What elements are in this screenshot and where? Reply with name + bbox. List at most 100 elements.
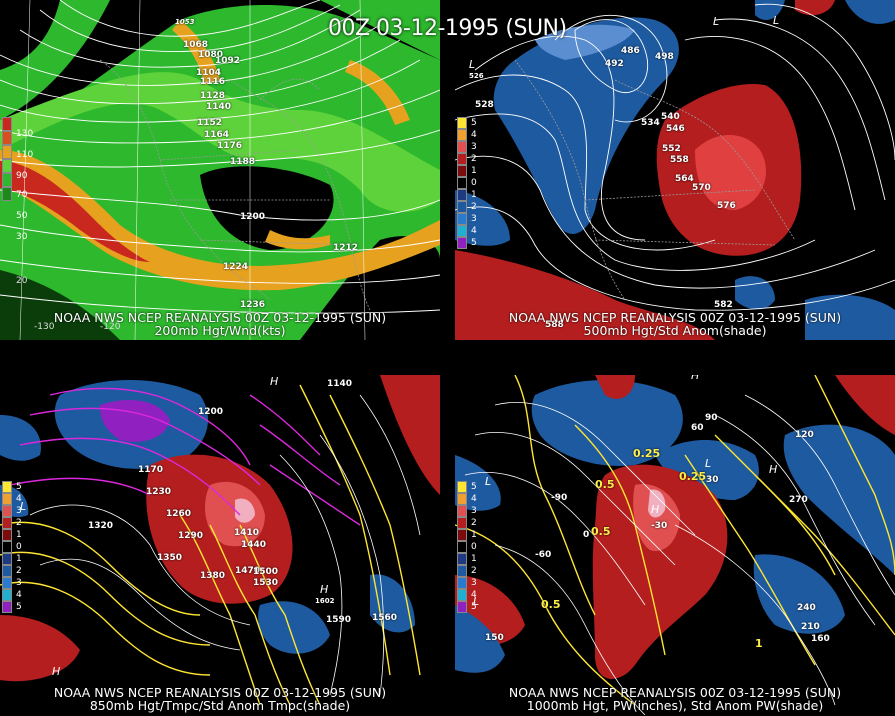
colorbar-label: 0 (471, 178, 477, 188)
contour-label: 1140 (206, 102, 232, 112)
colorbar-label: 3 (16, 578, 22, 588)
colorbar-label: 2 (471, 518, 477, 528)
panel-subcaption: 200mb Hgt/Wnd(kts) (154, 323, 286, 338)
colorbar-label: 1 (471, 530, 477, 540)
contour-label: 1170 (138, 465, 164, 475)
contour-label: 1104 (196, 68, 222, 78)
colorbar-label: 3 (471, 578, 477, 588)
contour-label: 1116 (200, 77, 226, 87)
panel-200mb: 130 110 90 70 50 30 1068 1080 1092 1104 … (0, 0, 440, 340)
contour-label: 1080 (198, 50, 224, 60)
high-marker: H (769, 463, 778, 476)
low-value-label: 526 (469, 72, 484, 80)
contour-label: 1068 (183, 40, 209, 50)
panel-1000mb: 5 4 3 2 1 0 1 2 3 4 5 180 150 120 90 60 … (455, 375, 895, 715)
high-value-label: 1602 (315, 597, 335, 605)
contour-label: 1200 (198, 407, 224, 417)
colorbar-label: 3 (471, 506, 477, 516)
panel-subcaption: 500mb Hgt/Std Anom(shade) (583, 323, 767, 338)
low-marker: L (473, 595, 480, 608)
contour-label: 1236 (240, 300, 266, 310)
colorbar-label: 3 (471, 142, 477, 152)
colorbar-label: 2 (471, 154, 477, 164)
colorbar-label: 50 (16, 211, 28, 221)
contour-label: 498 (655, 52, 674, 62)
pw-contour-label: 0.25 (633, 447, 661, 460)
panel-caption: NOAA NWS NCEP REANALYSIS 00Z 03-12-1995 … (53, 310, 387, 325)
colorbar-label: 5 (471, 482, 477, 492)
contour-label: 90 (705, 413, 718, 423)
contour-label: 120 (795, 430, 814, 440)
contour-label: 1350 (157, 553, 183, 563)
colorbar-label: 130 (16, 129, 34, 139)
contour-label: -30 (651, 521, 668, 531)
contour-label: 0 (583, 530, 590, 540)
contour-label: 1260 (166, 509, 192, 519)
contour-label: 1176 (217, 141, 243, 151)
contour-label: 210 (801, 622, 820, 632)
pw-contour-label: 0.5 (595, 478, 615, 491)
panel-caption: NOAA NWS NCEP REANALYSIS 00Z 03-12-1995 … (508, 310, 842, 325)
colorbar-label: 4 (16, 590, 22, 600)
contour-label: 30 (706, 475, 719, 485)
contour-label: 1440 (241, 540, 267, 550)
contour-label: 570 (692, 183, 711, 193)
colorbar-label: 5 (16, 482, 22, 492)
contour-label: 1224 (223, 262, 249, 272)
colorbar-label: 1 (471, 166, 477, 176)
contour-label: 1230 (146, 487, 172, 497)
contour-label: 576 (717, 201, 736, 211)
colorbar-label: 70 (16, 190, 28, 200)
low-value-label: 1053 (175, 18, 195, 26)
contour-label: 150 (485, 633, 504, 643)
contour-label: 1380 (200, 571, 226, 581)
contour-label: 1212 (333, 243, 359, 253)
colorbar-label: 3 (471, 214, 477, 224)
low-marker: L (485, 475, 492, 488)
colorbar-label: 1 (471, 554, 477, 564)
low-marker: L (773, 14, 780, 27)
high-marker: H (52, 665, 61, 678)
low-marker: L (705, 457, 712, 470)
contour-label: -90 (551, 493, 568, 503)
high-marker: H (691, 375, 700, 382)
contour-label: 528 (475, 100, 494, 110)
contour-label: 180 (547, 375, 566, 377)
colorbar-label: 4 (471, 226, 477, 236)
wind-map-200mb (0, 0, 440, 340)
contour-label: 1140 (327, 379, 353, 389)
colorbar-label: 0 (16, 542, 22, 552)
contour-label: 546 (666, 124, 685, 134)
panel-500mb: 5 4 3 2 1 0 1 2 3 4 5 486 492 498 528 53… (455, 0, 895, 340)
colorbar-label: 1 (471, 190, 477, 200)
contour-label: -60 (535, 550, 552, 560)
latitude-tick: 20 (16, 276, 28, 286)
panel-caption: NOAA NWS NCEP REANALYSIS 00Z 03-12-1995 … (53, 685, 387, 700)
high-marker: H (270, 375, 279, 388)
low-marker: L (20, 500, 27, 513)
colorbar-label: 2 (471, 202, 477, 212)
colorbar-label: 4 (471, 590, 477, 600)
contour-label: 160 (811, 634, 830, 644)
colorbar-label: 1 (16, 530, 22, 540)
colorbar-label: 4 (471, 130, 477, 140)
contour-label: 1188 (230, 157, 256, 167)
contour-label: 240 (797, 603, 816, 613)
colorbar-label: 2 (16, 518, 22, 528)
colorbar-500mb (457, 117, 467, 249)
low-marker: L (469, 58, 476, 71)
contour-label: 1290 (178, 531, 204, 541)
colorbar-200mb (2, 117, 12, 201)
contour-label: 558 (670, 155, 689, 165)
low-marker: L (713, 15, 720, 28)
contour-label: 1128 (200, 91, 226, 101)
contour-label: 270 (789, 495, 808, 505)
colorbar-label: 3 (16, 506, 22, 516)
contour-label: 564 (675, 174, 694, 184)
pw-contour-label: 1 (755, 637, 763, 650)
contour-label: 588 (545, 320, 564, 330)
anomaly-map-1000mb (455, 375, 895, 715)
contour-label: 1320 (88, 521, 114, 531)
contour-label: 60 (691, 423, 704, 433)
colorbar-label: 1 (16, 554, 22, 564)
